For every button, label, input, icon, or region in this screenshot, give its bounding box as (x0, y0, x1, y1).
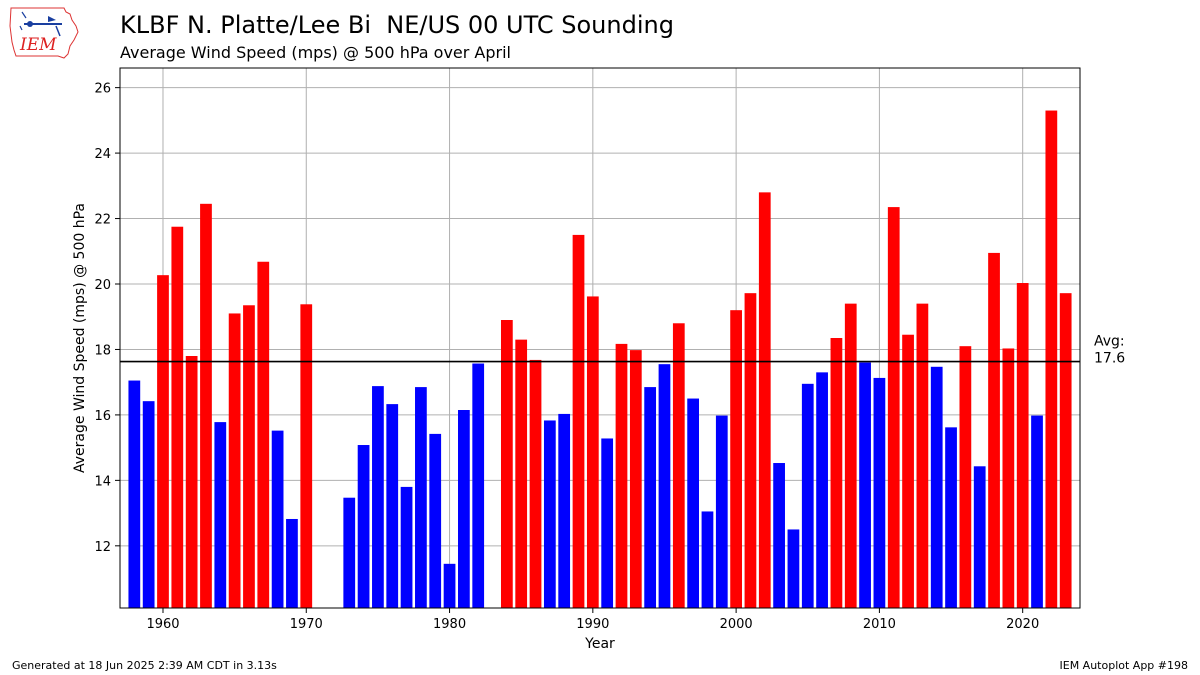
chart-subtitle: Average Wind Speed (mps) @ 500 hPa over … (120, 43, 511, 62)
bar-1981 (458, 410, 470, 608)
bar-1986 (529, 359, 542, 608)
bar-1958 (128, 380, 141, 608)
bar-1967 (257, 261, 270, 608)
bar-1961 (171, 226, 184, 608)
bar-1965 (228, 313, 241, 608)
bar-1973 (343, 497, 356, 608)
bar-2007 (830, 338, 843, 608)
bar-2008 (844, 303, 857, 608)
bar-1977 (400, 486, 413, 608)
bar-2013 (916, 303, 929, 608)
bar-1966 (243, 305, 255, 608)
bar-1976 (386, 404, 399, 608)
y-axis-label: Average Wind Speed (mps) @ 500 hPa (72, 203, 88, 473)
bar-1997 (687, 398, 700, 608)
bar-1990 (586, 296, 599, 608)
bar-2015 (945, 427, 957, 608)
bar-2016 (959, 346, 972, 608)
bar-2014 (930, 366, 943, 608)
x-tick-label: 2000 (720, 617, 753, 632)
bar-1963 (200, 203, 212, 608)
bar-1975 (372, 386, 384, 608)
bar-1978 (415, 387, 427, 608)
bar-2020 (1016, 283, 1029, 608)
x-tick-label: 1960 (146, 617, 179, 632)
bar-2000 (730, 310, 742, 608)
y-tick-label: 18 (94, 343, 111, 358)
bar-1970 (300, 304, 313, 608)
bar-1984 (500, 320, 513, 608)
bar-2022 (1045, 110, 1058, 608)
grid-lines (120, 68, 1080, 608)
bar-1985 (515, 339, 528, 608)
bar-2019 (1002, 348, 1015, 608)
bar-1980 (443, 563, 456, 608)
bar-1994 (644, 387, 657, 608)
bar-1991 (601, 438, 614, 608)
bar-1989 (572, 234, 585, 608)
bar-1982 (472, 363, 485, 608)
bar-2018 (988, 252, 1000, 608)
x-tick-label: 1970 (290, 617, 323, 632)
bars (128, 110, 1072, 608)
x-tick-label: 2020 (1006, 617, 1039, 632)
average-line-group: Avg: 17.6 (120, 334, 1125, 367)
y-tick-label: 22 (94, 213, 111, 228)
bar-1996 (672, 323, 685, 608)
bar-1993 (629, 350, 642, 608)
average-label: Avg: 17.6 (1094, 334, 1125, 367)
x-tick-label: 2010 (863, 617, 896, 632)
bar-2010 (873, 377, 886, 608)
bar-1964 (214, 422, 227, 608)
bar-1979 (429, 433, 442, 608)
y-tick-label: 20 (94, 278, 111, 293)
bar-1969 (286, 518, 298, 608)
bar-1987 (543, 420, 556, 608)
bar-1995 (658, 364, 671, 608)
bar-1992 (615, 343, 628, 608)
bar-1960 (157, 275, 169, 608)
y-axis-ticks: 12 14 16 18 20 22 24 26 (94, 82, 120, 555)
bar-2009 (859, 362, 871, 608)
y-tick-label: 24 (94, 147, 111, 162)
bar-2006 (816, 372, 828, 608)
bar-1959 (142, 401, 155, 608)
bar-1974 (357, 445, 370, 608)
y-tick-label: 26 (94, 82, 111, 97)
bar-2021 (1031, 415, 1043, 608)
bar-1999 (715, 415, 728, 608)
y-tick-label: 16 (94, 409, 111, 424)
footer-app-id: IEM Autoplot App #198 (1059, 659, 1189, 672)
x-tick-label: 1980 (433, 617, 466, 632)
bar-1988 (558, 413, 571, 608)
bar-2017 (973, 466, 986, 608)
bar-1968 (271, 430, 284, 608)
bar-2003 (773, 463, 785, 608)
bar-1962 (185, 356, 198, 608)
y-tick-label: 14 (94, 474, 111, 489)
bar-1998 (701, 511, 714, 608)
x-tick-label: 1990 (576, 617, 609, 632)
bar-2002 (758, 192, 771, 608)
chart-title: KLBF N. Platte/Lee Bi NE/US 00 UTC Sound… (120, 11, 674, 39)
bar-2023 (1059, 293, 1072, 608)
bar-2001 (744, 293, 757, 608)
logo-text: IEM (19, 35, 57, 55)
bar-2012 (902, 334, 914, 608)
x-axis-label: Year (584, 636, 615, 652)
bar-2004 (787, 529, 800, 608)
plot-frame (119, 67, 1081, 609)
iem-logo: IEM (8, 6, 80, 60)
footer-generated: Generated at 18 Jun 2025 2:39 AM CDT in … (12, 659, 277, 672)
y-tick-label: 12 (94, 540, 111, 555)
bar-2005 (801, 383, 814, 608)
bar-2011 (887, 207, 900, 608)
x-axis-ticks: 1960 1970 1980 1990 2000 2010 2020 (146, 608, 1039, 632)
